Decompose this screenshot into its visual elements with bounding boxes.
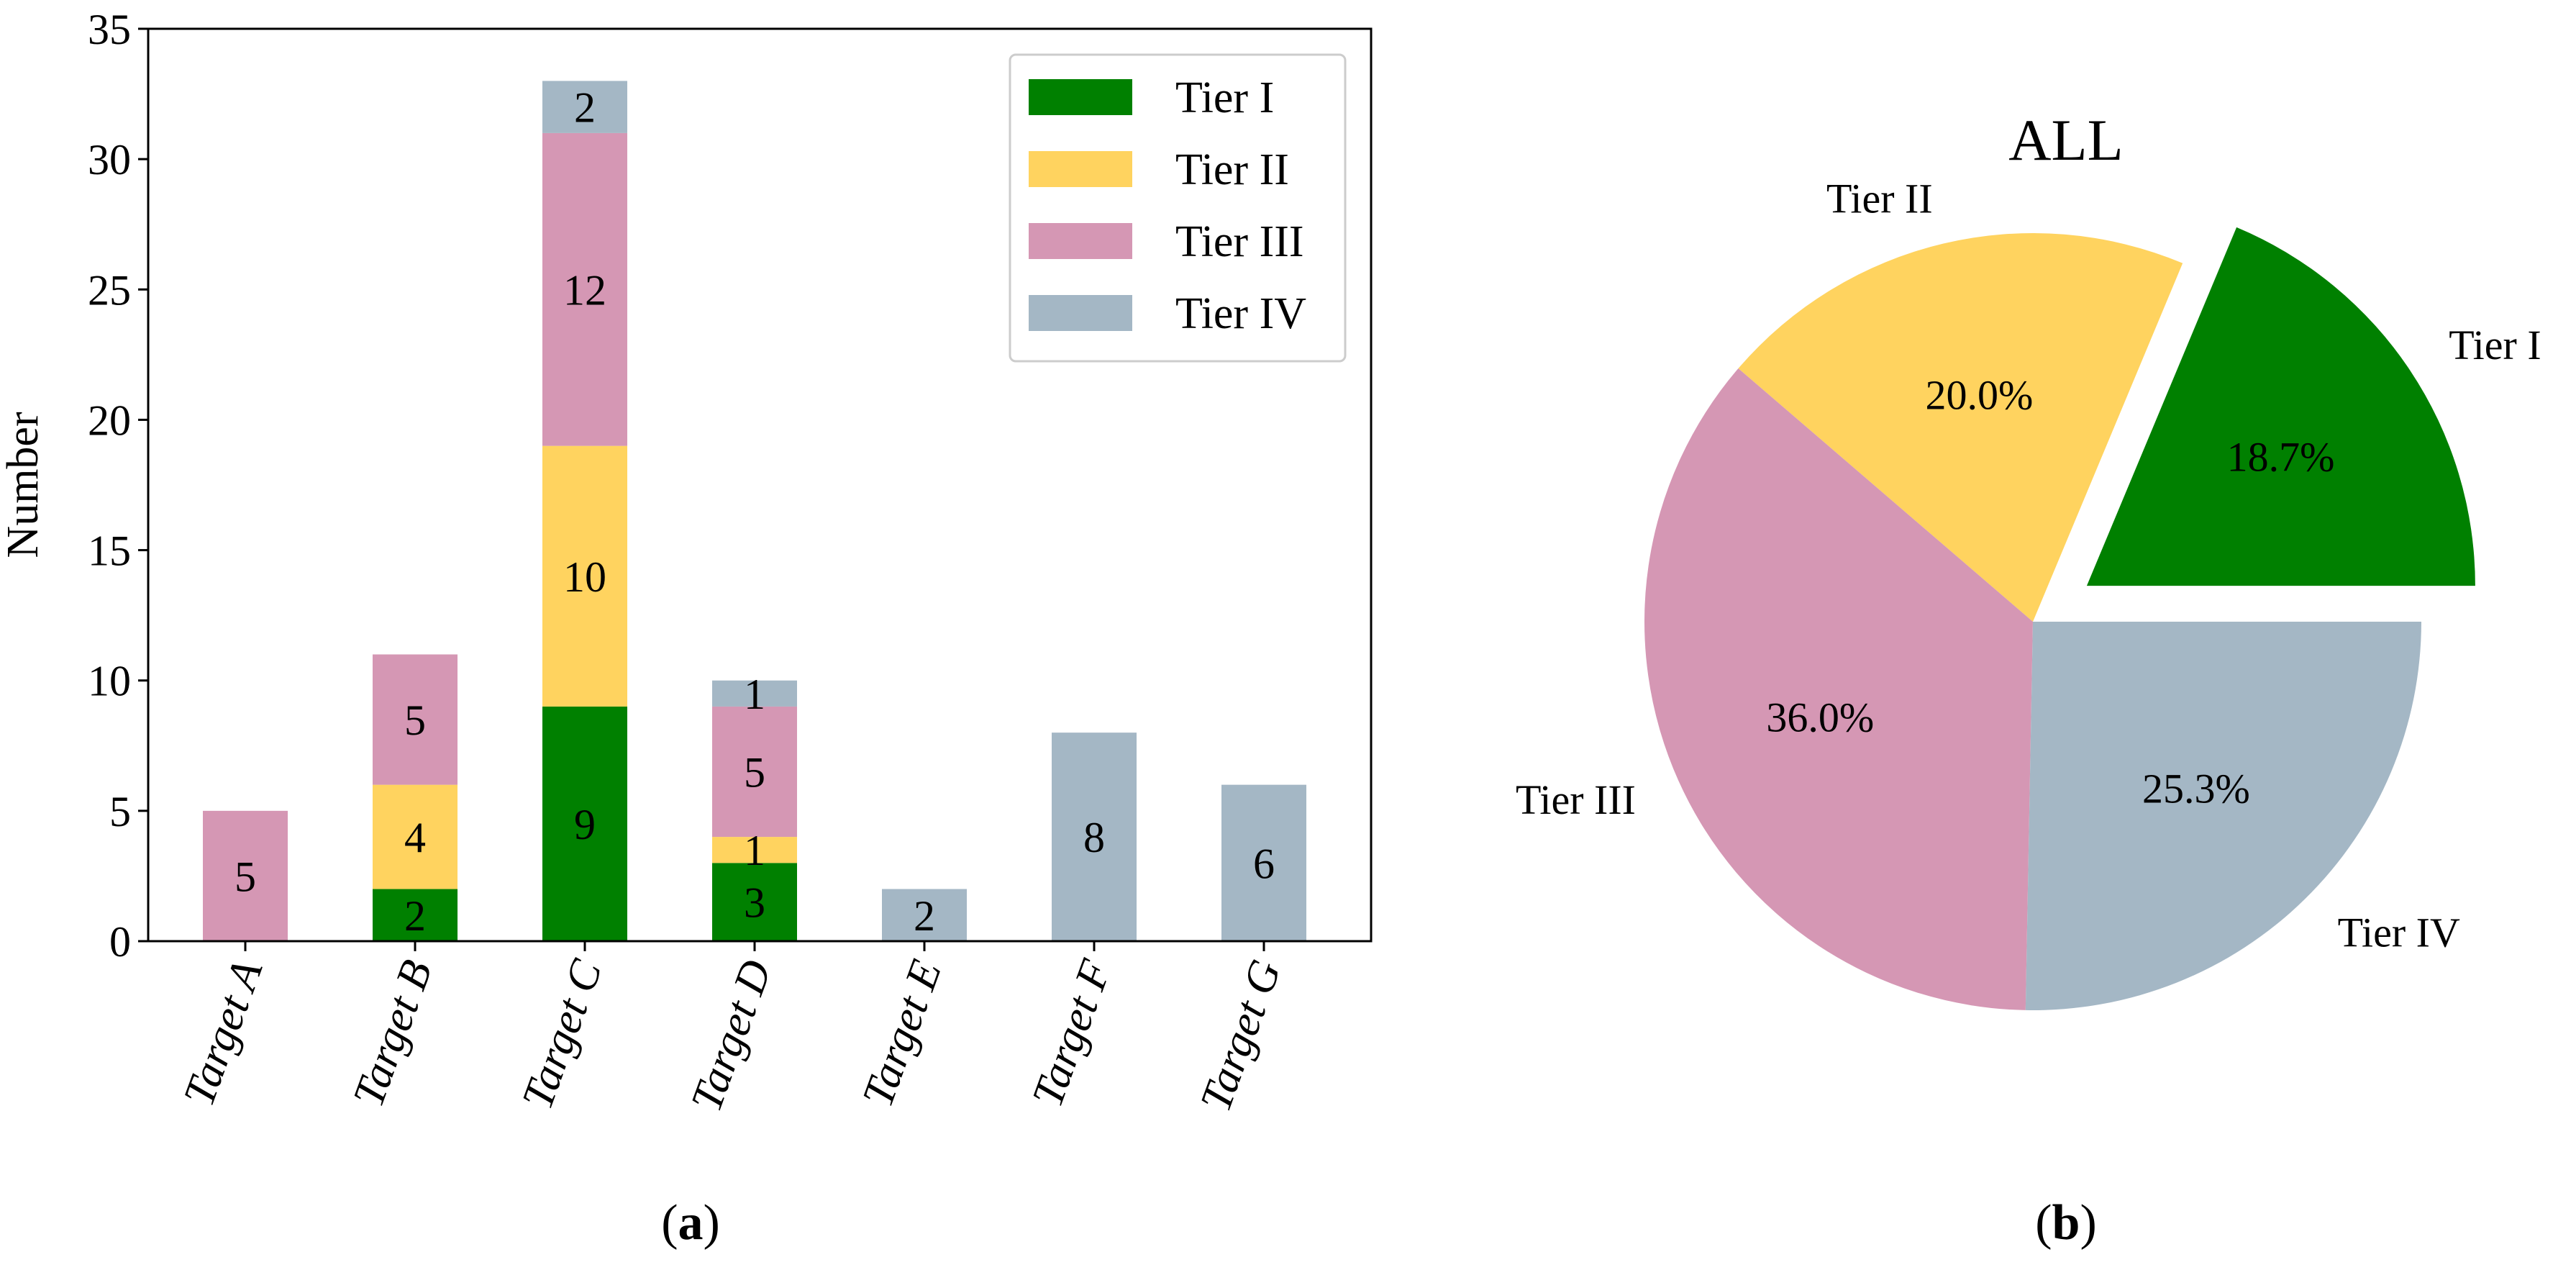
x-tick-label: Target G xyxy=(1191,954,1291,1118)
bar-value-label: 12 xyxy=(563,266,606,314)
pie-percent-label: 18.7% xyxy=(2227,434,2335,481)
bar-segment xyxy=(712,863,797,941)
pie-percent-label: 25.3% xyxy=(2142,765,2250,812)
legend-swatch xyxy=(1029,223,1132,259)
legend-box xyxy=(1009,53,1347,363)
x-tick-label: Target C xyxy=(513,953,611,1115)
y-tick-label: 0 xyxy=(109,918,131,966)
bar-segment xyxy=(373,889,458,941)
bar-segment xyxy=(542,132,627,446)
pie-slice-label: Tier IV xyxy=(2338,910,2460,956)
pie-slice xyxy=(2025,622,2421,1011)
x-tick-label: Target B xyxy=(344,954,442,1113)
y-tick-label: 35 xyxy=(88,6,131,53)
bar-segment xyxy=(373,784,458,889)
pie-slice xyxy=(1738,233,2183,622)
pie-slice-labels: Tier I Tier II Tier III Tier IV xyxy=(1516,175,2541,956)
pie-title: ALL xyxy=(2008,107,2123,173)
x-tick-label: Target D xyxy=(682,954,781,1118)
panel-label-b: (b) xyxy=(2035,1195,2097,1251)
legend-swatch xyxy=(1029,295,1132,331)
bar-segment xyxy=(542,81,627,133)
bar-value-label: 5 xyxy=(404,697,426,744)
bar-value-label: 10 xyxy=(563,553,606,601)
panel-label-a: (a) xyxy=(661,1195,720,1251)
y-axis-label: Number xyxy=(0,412,47,558)
legend-swatch xyxy=(1029,79,1132,115)
bar-segment xyxy=(203,810,288,941)
bar-segment xyxy=(882,889,967,941)
y-axis: 0 5 10 15 20 25 30 35 xyxy=(88,6,148,966)
pie-slice-label: Tier I xyxy=(2449,322,2541,368)
pie-slice xyxy=(1644,368,2033,1010)
bar-value-label: 4 xyxy=(404,814,426,861)
y-tick-label: 5 xyxy=(109,788,131,835)
bar-segment xyxy=(712,680,797,707)
bar-value-label: 8 xyxy=(1083,814,1105,861)
pie-percent-label: 36.0% xyxy=(1766,694,1874,740)
bar-value-label: 5 xyxy=(235,853,256,900)
x-axis: Target A Target B Target C Target D Target E… xyxy=(175,941,1291,1117)
x-tick-label: Target E xyxy=(853,954,951,1113)
pie-percent-label: 20.0% xyxy=(1925,372,2033,419)
bar-marks xyxy=(203,81,1306,941)
bar-value-label: 2 xyxy=(404,892,426,940)
legend-label: Tier II xyxy=(1175,145,1289,194)
y-tick-label: 10 xyxy=(88,658,131,705)
legend-label: Tier IV xyxy=(1175,289,1306,338)
bar-segment xyxy=(1221,784,1306,941)
pie-percent-labels: 18.7% 20.0% 36.0% 25.3% xyxy=(1766,372,2334,812)
bar-value-label: 3 xyxy=(744,879,765,927)
plot-frame xyxy=(147,27,1373,943)
y-tick-label: 15 xyxy=(88,527,131,575)
pie-slices xyxy=(1644,227,2475,1011)
legend: Tier I Tier II Tier III Tier IV xyxy=(1009,53,1347,363)
bar-value-label: 1 xyxy=(744,827,765,874)
bar-segment xyxy=(542,706,627,941)
bar-value-label: 5 xyxy=(744,749,765,797)
y-tick-label: 25 xyxy=(88,266,131,314)
x-tick-label: Target F xyxy=(1023,953,1121,1112)
bar-value-label: 2 xyxy=(574,84,596,132)
bar-value-label: 1 xyxy=(744,671,765,718)
bar-value-label: 9 xyxy=(574,801,596,848)
bar-segment xyxy=(712,837,797,863)
bar-segment xyxy=(542,445,627,707)
legend-label: Tier III xyxy=(1175,217,1304,266)
bar-segment xyxy=(373,654,458,785)
bar-value-label: 6 xyxy=(1253,840,1275,887)
y-tick-label: 20 xyxy=(88,396,131,444)
legend-label: Tier I xyxy=(1175,73,1274,122)
bar-value-label: 2 xyxy=(914,892,935,940)
y-tick-label: 30 xyxy=(88,136,131,183)
bar-segment xyxy=(1052,732,1137,941)
legend-swatch xyxy=(1029,151,1132,187)
x-tick-label: Target A xyxy=(175,953,273,1112)
pie-slice xyxy=(2086,227,2475,586)
pie-slice-label: Tier II xyxy=(1826,175,1933,222)
pie-slice-label: Tier III xyxy=(1516,776,1636,823)
bar-segment xyxy=(712,706,797,838)
